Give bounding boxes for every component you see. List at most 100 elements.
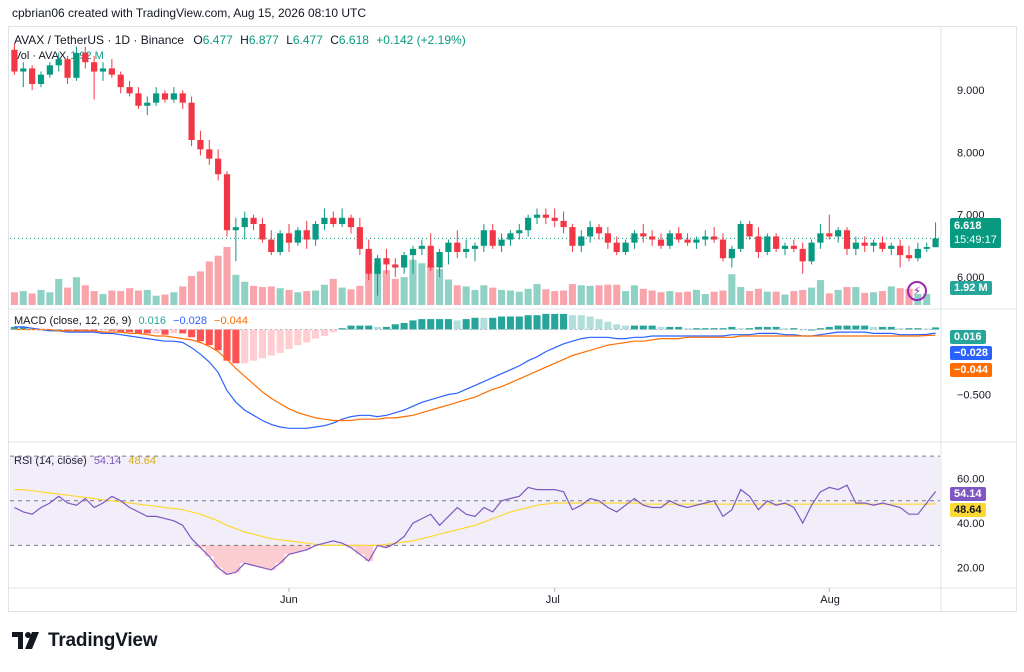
candle-body (126, 87, 133, 94)
volume-bar (639, 288, 647, 305)
macd-histogram-bar (90, 329, 98, 331)
symbol-legend[interactable]: AVAX / TetherUS · 1D · Binance O6.477 H6… (14, 33, 466, 47)
macd-histogram-bar (542, 313, 550, 330)
macd-label: MACD (close, 12, 26, 9) (14, 315, 132, 327)
volume-bar (179, 286, 187, 305)
candle-body (480, 230, 487, 246)
volume-bar (648, 290, 656, 305)
volume-label: Vol · AVAX (14, 50, 67, 62)
candle-body (852, 242, 859, 249)
macd-histogram-bar (923, 328, 931, 330)
candle-body (666, 233, 673, 246)
candle-body (622, 242, 629, 252)
low-label: L (286, 33, 293, 47)
macd-histogram-bar (276, 329, 284, 353)
macd-histogram-bar (577, 315, 585, 330)
rsi-legend[interactable]: RSI (14, close) 54.14 48.64 (14, 455, 160, 467)
candle-body (356, 227, 363, 249)
candle-body (197, 140, 204, 150)
candle-body (277, 233, 284, 252)
candle-body (135, 93, 142, 106)
volume-bar (852, 287, 860, 305)
macd-axis-tick: −0.500 (957, 390, 991, 402)
candle-body (923, 247, 930, 249)
volume-bar (223, 247, 231, 305)
volume-tag: 1.92 M (950, 281, 992, 295)
volume-bar (196, 271, 204, 305)
candle-body (401, 255, 408, 268)
candle-body (932, 238, 939, 248)
candle-body (445, 242, 452, 252)
candle-body (365, 248, 372, 274)
volume-bar (896, 288, 904, 305)
macd-histogram-bar (701, 328, 709, 330)
macd-histogram-bar (595, 319, 603, 330)
candle-body (153, 93, 160, 103)
macd-legend[interactable]: MACD (close, 12, 26, 9) 0.016 −0.028 −0.… (14, 315, 252, 327)
volume-bar (630, 285, 638, 305)
candle-body (471, 245, 479, 249)
candle-body (533, 214, 541, 218)
tradingview-logo[interactable]: TradingView (12, 630, 158, 652)
macd-histogram-bar (914, 328, 922, 330)
volume-bar (205, 261, 213, 305)
candle-body (232, 227, 239, 231)
macd-histogram-bar (675, 326, 683, 330)
lightning-icon[interactable]: ⚡ (907, 281, 927, 301)
price-axis-tick: 8.000 (957, 147, 985, 159)
candle-body (613, 242, 620, 252)
macd-histogram-bar (506, 316, 514, 330)
macd-histogram-bar (436, 319, 444, 330)
candle-body (46, 65, 53, 75)
macd-histogram-bar (285, 329, 293, 349)
candle-body (454, 242, 461, 252)
volume-bar (320, 284, 328, 305)
volume-bar (453, 285, 461, 305)
candle-body (870, 242, 877, 246)
candle-body (914, 248, 921, 259)
volume-bar (666, 291, 674, 305)
candle-body (657, 239, 665, 246)
volume-bar (134, 290, 142, 305)
volume-bar (586, 285, 594, 305)
candle-body (223, 174, 231, 231)
candle-body (498, 239, 505, 246)
candle-body (755, 236, 762, 252)
candle-body (888, 245, 895, 249)
volume-bar (595, 285, 603, 305)
candle-body (285, 233, 293, 243)
candle-body (463, 248, 470, 252)
rsi-label: RSI (14, close) (14, 455, 87, 467)
volume-bar (46, 292, 54, 305)
macd-histogram-bar (560, 313, 568, 330)
volume-bar (143, 289, 151, 305)
volume-bar (436, 269, 444, 305)
rsi-line (14, 484, 937, 576)
volume-bar (719, 290, 727, 305)
volume-bar (861, 292, 869, 305)
macd-histogram-bar (409, 320, 417, 330)
macd-histogram-bar (170, 329, 178, 334)
candle-body (702, 236, 709, 240)
volume-bar (754, 288, 762, 305)
rsi-tag: 54.14 (950, 487, 986, 501)
candle-body (170, 93, 177, 100)
candle-body (392, 264, 399, 268)
volume-bar (356, 285, 364, 305)
macd-histogram-bar (666, 326, 674, 330)
candle-body (897, 245, 904, 256)
candle-body (728, 248, 735, 259)
candle-body (711, 236, 718, 240)
candle-body (790, 245, 797, 249)
macd-histogram-bar (754, 326, 762, 330)
macd-histogram-bar (329, 329, 337, 333)
macd-histogram-bar (427, 319, 435, 330)
macd-histogram-bar (781, 328, 789, 330)
macd-histogram-bar (657, 326, 665, 330)
candle-body (161, 93, 169, 100)
volume-bar (568, 284, 576, 305)
candle-body (826, 233, 833, 237)
candle-body (206, 149, 213, 159)
volume-bar (382, 270, 390, 305)
